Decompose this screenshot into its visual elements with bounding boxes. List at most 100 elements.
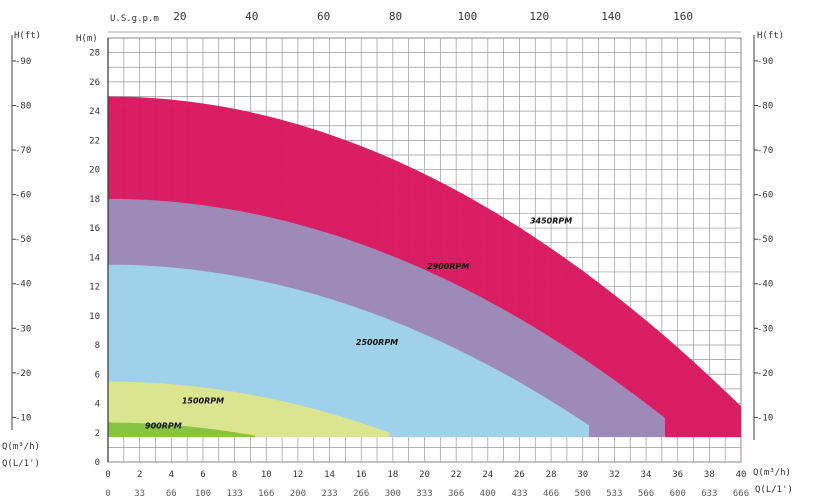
x-axis-title: Q(m³/h) (753, 468, 791, 478)
right-ft-tick-label: -50 (757, 235, 773, 245)
x-tick-label: 38 (704, 470, 715, 480)
x-tick-label: 20 (419, 470, 430, 480)
top-tick-label: 80 (389, 10, 402, 23)
y-tick-label: 0 (95, 458, 100, 468)
band-label-900rpm: 900RPM (145, 421, 182, 430)
x-tick-label: 34 (641, 470, 652, 480)
x-tick-label: 16 (356, 470, 367, 480)
x-tick-label: 40 (736, 470, 747, 480)
left-ft-tick-label: -80 (15, 101, 31, 111)
left-ft-axis-title: H(ft) (14, 31, 41, 41)
left-ft-tick-label: -20 (15, 369, 31, 379)
x2-axis-title: Q(L/1') (755, 485, 793, 495)
top-tick-label: 160 (673, 10, 693, 23)
y-tick-label: 26 (89, 78, 100, 88)
y-tick-label: 8 (95, 341, 100, 351)
left-ft-tick-label: -30 (15, 324, 31, 334)
left-ft-tick-label: -90 (15, 57, 31, 67)
right-ft-tick-label: -40 (757, 280, 773, 290)
top-axis-title: U.S.g.p.m (110, 14, 159, 24)
right-ft-axis-title: H(ft) (757, 31, 784, 41)
x-tick-label: 6 (200, 470, 205, 480)
x2-tick-label: 666 (733, 489, 749, 499)
y-tick-label: 4 (95, 400, 100, 410)
top-tick-label: 60 (317, 10, 330, 23)
rpm-bands (107, 96, 742, 462)
x2-tick-label: 300 (385, 489, 401, 499)
x-tick-label: 2 (137, 470, 142, 480)
x-tick-label: 10 (261, 470, 272, 480)
x2-tick-label: 366 (448, 489, 464, 499)
left-q-label: Q(m³/h) (2, 442, 40, 452)
left-ft-tick-label: -70 (15, 146, 31, 156)
x2-tick-label: 66 (166, 489, 177, 499)
x-tick-label: 26 (514, 470, 525, 480)
x2-tick-label: 166 (258, 489, 274, 499)
x2-tick-label: 533 (606, 489, 622, 499)
x2-tick-label: 233 (321, 489, 337, 499)
x-tick-label: 4 (169, 470, 174, 480)
left-ft-tick-label: -10 (15, 413, 31, 423)
x2-tick-label: 566 (638, 489, 654, 499)
right-ft-tick-label: -70 (757, 146, 773, 156)
y-tick-label: 16 (89, 224, 100, 234)
x-tick-label: 12 (292, 470, 303, 480)
x2-tick-label: 600 (670, 489, 686, 499)
y-tick-label: 14 (89, 253, 100, 263)
band-label-3450rpm: 3450RPM (530, 217, 572, 226)
y-tick-label: 20 (89, 166, 100, 176)
x2-tick-label: 400 (480, 489, 496, 499)
band-label-2500rpm: 2500RPM (356, 338, 398, 347)
left-ft-tick-label: -50 (15, 235, 31, 245)
right-ft-tick-label: -90 (757, 57, 773, 67)
y-tick-label: 2 (95, 429, 100, 439)
x2-tick-label: 466 (543, 489, 559, 499)
y-tick-label: 12 (89, 283, 100, 293)
x-tick-label: 32 (609, 470, 620, 480)
x-tick-label: 24 (482, 470, 493, 480)
x2-tick-label: 633 (701, 489, 717, 499)
y-tick-label: 18 (89, 195, 100, 205)
band-label-2900rpm: 2900RPM (427, 262, 469, 271)
x-tick-label: 8 (232, 470, 237, 480)
x2-tick-label: 0 (105, 489, 110, 499)
x-tick-label: 22 (451, 470, 462, 480)
x-tick-label: 0 (105, 470, 110, 480)
left-q2-label: Q(L/1') (2, 459, 40, 469)
right-ft-tick-label: -60 (757, 191, 773, 201)
left-ft-tick-label: -40 (15, 280, 31, 290)
top-tick-label: 20 (173, 10, 186, 23)
x2-tick-label: 100 (195, 489, 211, 499)
y-tick-label: 10 (89, 312, 100, 322)
y-tick-label: 24 (89, 107, 100, 117)
x2-tick-label: 500 (575, 489, 591, 499)
x-tick-label: 28 (546, 470, 557, 480)
x2-tick-label: 200 (290, 489, 306, 499)
band-labels: 3450RPM 2900RPM 2500RPM 1500RPM 900RPM (145, 217, 572, 431)
x-tick-label: 30 (577, 470, 588, 480)
y-tick-label: 6 (95, 370, 100, 380)
x2-tick-label: 33 (134, 489, 145, 499)
left-ft-tick-label: -60 (15, 191, 31, 201)
x-tick-label: 36 (672, 470, 683, 480)
top-tick-label: 140 (601, 10, 621, 23)
x2-tick-label: 266 (353, 489, 369, 499)
top-tick-label: 120 (529, 10, 549, 23)
y-tick-label: 28 (89, 49, 100, 59)
x-tick-label: 18 (387, 470, 398, 480)
y-axis-title: H(m) (76, 34, 98, 44)
top-tick-label: 40 (245, 10, 258, 23)
x-tick-label: 14 (324, 470, 335, 480)
top-tick-label: 100 (457, 10, 477, 23)
x2-tick-label: 333 (416, 489, 432, 499)
y-tick-label: 22 (89, 136, 100, 146)
right-ft-tick-label: -80 (757, 101, 773, 111)
right-ft-tick-label: -30 (757, 324, 773, 334)
x2-tick-label: 133 (226, 489, 242, 499)
right-ft-tick-label: -20 (757, 369, 773, 379)
band-label-1500rpm: 1500RPM (182, 397, 224, 406)
right-ft-tick-label: -10 (757, 413, 773, 423)
x2-tick-label: 433 (511, 489, 527, 499)
